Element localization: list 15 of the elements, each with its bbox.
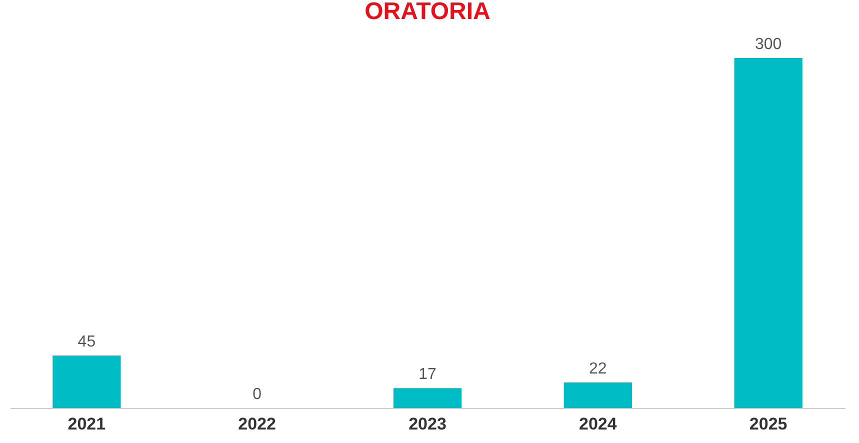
x-tick-label: 2025 [749,414,788,434]
x-tick-label: 2024 [578,414,618,434]
bar [564,382,632,408]
x-tick-label: 2022 [238,414,276,434]
data-label: 22 [589,360,607,378]
data-label: 45 [78,334,96,350]
x-tick-label: 2023 [408,414,446,434]
chart-title: ORATORIA [364,0,490,25]
x-tick-label: 2021 [68,414,106,434]
data-label: 0 [252,386,262,403]
data-label: 300 [754,36,782,53]
bar [734,58,802,408]
bar [52,356,121,408]
bar [393,388,462,408]
data-label: 17 [418,366,436,384]
